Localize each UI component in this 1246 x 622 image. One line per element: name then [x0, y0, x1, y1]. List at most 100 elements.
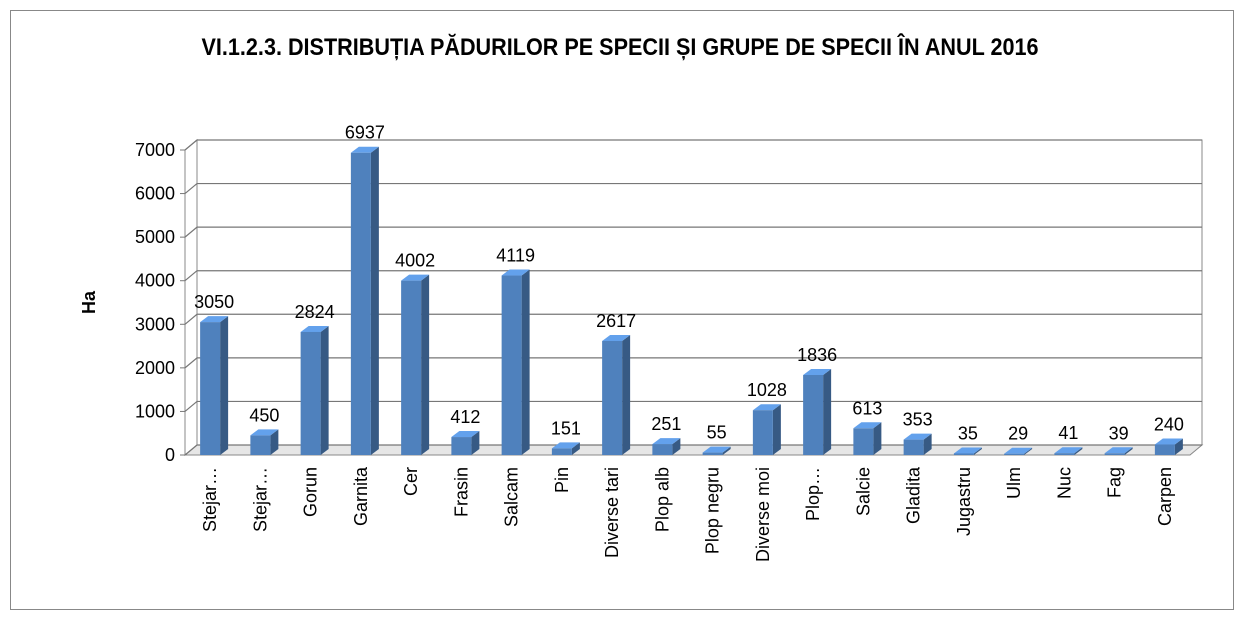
bar: [300, 331, 321, 455]
bar-side: [1074, 447, 1083, 455]
bar-side: [823, 369, 832, 455]
value-label: 1028: [747, 380, 787, 400]
bar: [1104, 453, 1125, 455]
bar-side: [923, 433, 932, 455]
grid-line: [184, 182, 1202, 195]
grid-line: [184, 226, 1202, 238]
value-label: 55: [707, 423, 727, 443]
y-tick-label: 5000: [135, 227, 175, 247]
bar-top: [602, 334, 631, 341]
y-tick-label: 7000: [135, 140, 175, 160]
bar: [451, 437, 472, 455]
bar-side: [1124, 447, 1133, 455]
y-tick-label: 6000: [135, 184, 175, 204]
bar-top: [200, 316, 229, 323]
x-tick-label: Cer: [401, 467, 421, 496]
bar-side: [1174, 438, 1183, 455]
x-tick-label: Carpen: [1155, 467, 1175, 526]
value-label: 2824: [295, 302, 335, 322]
x-tick-label: Gorun: [301, 467, 321, 517]
bar: [903, 439, 924, 455]
bar: [752, 410, 773, 455]
x-tick-label: Plop…: [803, 467, 823, 521]
value-label: 6937: [345, 123, 385, 143]
grid-line: [184, 139, 1202, 151]
bar-top: [752, 404, 781, 411]
bar-top: [803, 369, 832, 376]
value-label: 151: [551, 418, 581, 438]
value-label: 412: [450, 407, 480, 427]
floor: [183, 444, 1204, 456]
back-wall: [196, 139, 1203, 446]
y-tick-label: 0: [165, 445, 175, 465]
y-tick-label: 4000: [135, 271, 175, 291]
value-label: 3050: [194, 292, 234, 312]
bar-top: [250, 429, 279, 436]
y-tick-label: 3000: [135, 314, 175, 334]
x-tick-label: Frasin: [451, 467, 471, 517]
bar-side: [1024, 447, 1033, 455]
bar-side: [521, 269, 530, 455]
x-tick-label: Jugastru: [954, 467, 974, 536]
bar-top: [350, 146, 379, 153]
bar: [401, 280, 422, 455]
x-tick-label: Salcie: [853, 467, 873, 516]
value-label: 353: [903, 410, 933, 430]
bar-side: [220, 316, 229, 455]
grid-line: [184, 400, 1202, 412]
value-label: 4119: [496, 246, 535, 266]
chart-title: VI.1.2.3. DISTRIBUȚIA PĂDURILOR PE SPECI…: [201, 34, 1039, 61]
bar: [652, 444, 673, 455]
bar-side: [421, 274, 430, 455]
bar-side: [973, 447, 982, 455]
bar: [350, 152, 371, 455]
bar-side: [672, 438, 681, 455]
bar: [1004, 453, 1025, 455]
bar-top: [451, 431, 480, 438]
bar: [602, 340, 623, 455]
x-tick-label: Plop alb: [652, 467, 672, 532]
bar-side: [370, 146, 379, 455]
grid-line: [184, 357, 1202, 369]
value-label: 251: [651, 414, 681, 434]
bar-side: [571, 442, 580, 455]
bar: [551, 448, 572, 455]
bar-top: [1104, 447, 1133, 454]
grid-line: [184, 313, 1202, 325]
bar-side: [320, 325, 329, 455]
bar: [501, 275, 522, 455]
chart-frame: [10, 10, 1234, 610]
x-tick-label: Garnita: [351, 466, 371, 526]
bar-top: [1054, 447, 1083, 454]
x-tick-label: Diverse moi: [753, 467, 773, 562]
value-label: 29: [1008, 424, 1028, 444]
x-tick-label: Stejar…: [200, 467, 220, 532]
bar-top: [401, 274, 430, 281]
bar-top: [953, 447, 982, 454]
x-tick-label: Fag: [1105, 467, 1125, 498]
value-label: 41: [1058, 423, 1078, 443]
x-tick-label: Stejar…: [250, 467, 270, 532]
value-label: 1836: [797, 345, 837, 365]
bar-top: [853, 422, 882, 429]
bar-side: [772, 404, 781, 455]
y-axis-label: Ha: [79, 290, 99, 314]
bar-top: [1004, 447, 1033, 454]
x-tick-label: Plop negru: [703, 467, 723, 554]
bar-side: [471, 431, 480, 455]
value-label: 39: [1109, 423, 1129, 443]
bar-side: [622, 334, 631, 455]
value-label: 4002: [395, 251, 435, 271]
x-tick-label: Pin: [552, 467, 572, 493]
grid-line: [184, 270, 1202, 282]
value-label: 613: [852, 398, 882, 418]
bar: [1154, 444, 1175, 455]
bar: [853, 428, 874, 455]
bar-side: [270, 429, 279, 455]
bar-top: [702, 446, 731, 453]
bar: [250, 435, 271, 455]
x-tick-label: Diverse tari: [602, 467, 622, 558]
bar-side: [722, 446, 731, 455]
value-label: 35: [958, 423, 978, 443]
